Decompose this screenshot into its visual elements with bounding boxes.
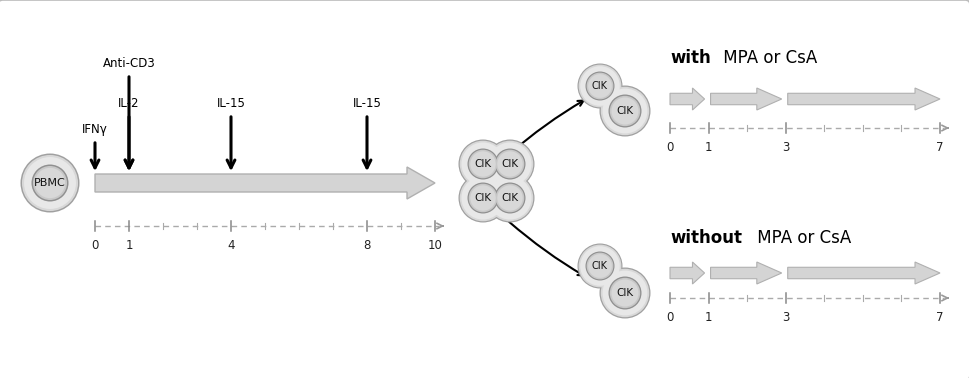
- Polygon shape: [710, 262, 781, 284]
- Text: CIK: CIK: [501, 159, 518, 169]
- Text: 7: 7: [935, 311, 943, 324]
- Polygon shape: [670, 262, 703, 284]
- Text: 8: 8: [363, 239, 370, 252]
- Circle shape: [585, 71, 614, 101]
- Circle shape: [610, 98, 638, 124]
- Circle shape: [486, 175, 533, 221]
- Polygon shape: [710, 88, 781, 110]
- Text: 0: 0: [666, 311, 673, 324]
- Text: CIK: CIK: [474, 193, 491, 203]
- Circle shape: [31, 164, 69, 201]
- Text: MPA or CsA: MPA or CsA: [717, 49, 817, 67]
- Circle shape: [599, 268, 650, 319]
- Text: 7: 7: [935, 141, 943, 154]
- Ellipse shape: [613, 280, 628, 288]
- Text: 3: 3: [781, 311, 789, 324]
- Circle shape: [495, 184, 523, 212]
- Circle shape: [610, 96, 640, 126]
- Circle shape: [488, 177, 531, 220]
- Text: IFNγ: IFNγ: [82, 123, 108, 136]
- Text: Anti-CD3: Anti-CD3: [103, 57, 155, 70]
- Text: 0: 0: [666, 141, 673, 154]
- Text: 4: 4: [227, 239, 234, 252]
- Circle shape: [470, 151, 495, 177]
- Circle shape: [485, 139, 534, 189]
- Circle shape: [586, 73, 612, 99]
- Circle shape: [461, 177, 504, 220]
- Circle shape: [608, 94, 641, 127]
- Circle shape: [586, 253, 612, 279]
- Text: IL-2: IL-2: [118, 97, 140, 110]
- Circle shape: [485, 174, 534, 223]
- Circle shape: [494, 149, 525, 180]
- Ellipse shape: [38, 169, 53, 177]
- Circle shape: [600, 87, 648, 135]
- Circle shape: [468, 150, 497, 178]
- Circle shape: [468, 184, 497, 212]
- Text: 0: 0: [91, 239, 99, 252]
- Circle shape: [458, 139, 507, 189]
- Text: CIK: CIK: [591, 261, 608, 271]
- Text: CIK: CIK: [616, 106, 633, 116]
- Text: with: with: [670, 49, 710, 67]
- Polygon shape: [670, 88, 703, 110]
- Circle shape: [497, 151, 522, 177]
- Polygon shape: [787, 88, 939, 110]
- Text: 1: 1: [125, 239, 133, 252]
- Text: 1: 1: [704, 141, 711, 154]
- Circle shape: [458, 174, 507, 223]
- Circle shape: [579, 66, 619, 106]
- Text: 10: 10: [427, 239, 442, 252]
- Circle shape: [461, 143, 504, 186]
- Ellipse shape: [613, 99, 628, 105]
- Circle shape: [578, 65, 621, 107]
- Ellipse shape: [472, 186, 485, 193]
- Circle shape: [610, 279, 638, 307]
- Ellipse shape: [499, 186, 513, 193]
- Circle shape: [24, 157, 76, 209]
- Text: IL-15: IL-15: [216, 97, 245, 110]
- Circle shape: [587, 254, 611, 278]
- Circle shape: [579, 246, 619, 286]
- Circle shape: [585, 251, 614, 280]
- Circle shape: [602, 88, 646, 133]
- Ellipse shape: [590, 75, 602, 81]
- Circle shape: [608, 276, 641, 310]
- Circle shape: [467, 183, 498, 214]
- Circle shape: [587, 74, 611, 98]
- Text: CIK: CIK: [501, 193, 518, 203]
- Ellipse shape: [499, 152, 513, 159]
- Circle shape: [459, 175, 506, 221]
- Circle shape: [470, 185, 495, 211]
- Text: CIK: CIK: [474, 159, 491, 169]
- Text: CIK: CIK: [616, 288, 633, 298]
- Circle shape: [488, 143, 531, 186]
- Circle shape: [599, 85, 650, 136]
- Circle shape: [495, 150, 523, 178]
- Circle shape: [35, 168, 65, 198]
- Circle shape: [22, 155, 78, 211]
- Text: CIK: CIK: [591, 81, 608, 91]
- Polygon shape: [787, 262, 939, 284]
- Circle shape: [602, 271, 646, 315]
- Text: PBMC: PBMC: [34, 178, 66, 188]
- Circle shape: [497, 185, 522, 211]
- Circle shape: [610, 278, 640, 308]
- Ellipse shape: [590, 255, 602, 261]
- Polygon shape: [95, 167, 434, 199]
- Circle shape: [577, 243, 622, 288]
- Circle shape: [494, 183, 525, 214]
- Circle shape: [578, 245, 621, 287]
- Circle shape: [486, 141, 533, 187]
- Circle shape: [459, 141, 506, 187]
- Circle shape: [20, 153, 79, 212]
- Text: 1: 1: [704, 311, 711, 324]
- Circle shape: [577, 64, 622, 108]
- Circle shape: [33, 166, 67, 200]
- Circle shape: [600, 269, 648, 317]
- Text: without: without: [670, 229, 741, 247]
- Text: IL-15: IL-15: [352, 97, 381, 110]
- Text: 3: 3: [781, 141, 789, 154]
- Ellipse shape: [472, 152, 485, 159]
